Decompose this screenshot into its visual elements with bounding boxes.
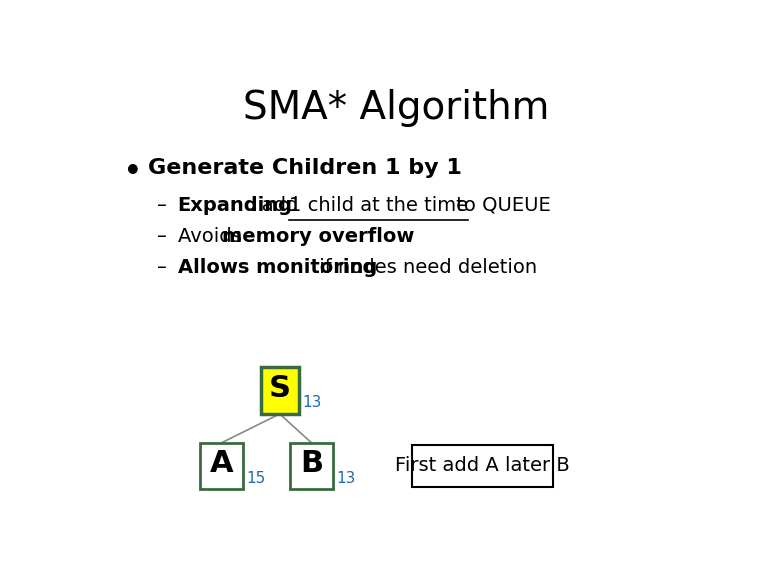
Text: –: –: [156, 257, 166, 276]
Text: 13: 13: [302, 395, 321, 411]
Text: Allows monitoring: Allows monitoring: [178, 257, 377, 276]
Text: –: –: [156, 226, 166, 245]
FancyBboxPatch shape: [412, 445, 553, 487]
Text: Expanding: Expanding: [178, 195, 293, 214]
Text: S: S: [269, 374, 291, 403]
FancyBboxPatch shape: [200, 443, 243, 490]
Text: Avoids: Avoids: [178, 226, 248, 245]
Text: A: A: [210, 449, 233, 478]
Text: memory overflow: memory overflow: [221, 226, 414, 245]
Text: 13: 13: [337, 471, 356, 486]
FancyBboxPatch shape: [261, 367, 299, 414]
Text: •: •: [124, 158, 142, 186]
Text: 1 child at the time: 1 child at the time: [289, 195, 468, 214]
Text: : add: : add: [248, 195, 304, 214]
Text: –: –: [156, 195, 166, 214]
Text: SMA* Algorithm: SMA* Algorithm: [244, 89, 550, 127]
Text: First add A later B: First add A later B: [395, 456, 570, 475]
Text: Generate Children 1 by 1: Generate Children 1 by 1: [148, 158, 461, 178]
FancyBboxPatch shape: [290, 443, 333, 490]
Text: if nodes need deletion: if nodes need deletion: [313, 257, 537, 276]
Text: 15: 15: [247, 471, 266, 486]
Text: B: B: [300, 449, 323, 478]
Text: to QUEUE: to QUEUE: [450, 195, 551, 214]
